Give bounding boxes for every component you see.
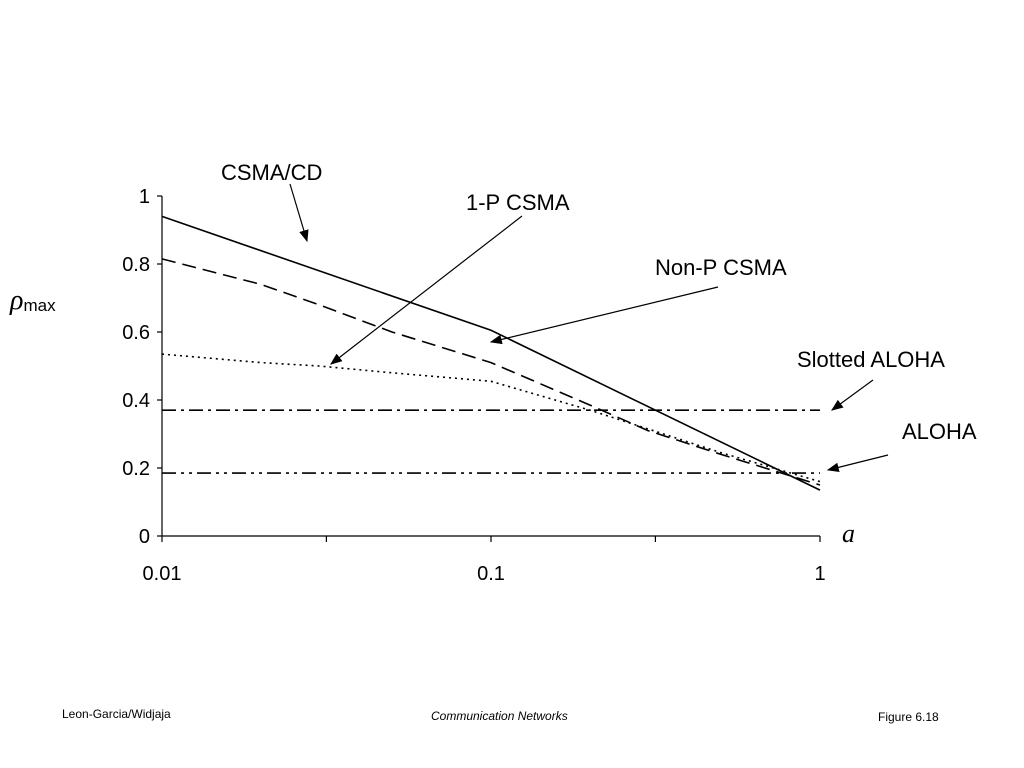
x-ticks: 0.01 0.1 1 <box>143 536 826 585</box>
y-tick-label: 0.4 <box>122 390 150 412</box>
annotation-non-p-csma-arrow <box>489 286 719 345</box>
annotation-csma-cd: CSMA/CD <box>221 160 322 243</box>
y-axis-label-subscript: max <box>23 296 56 315</box>
series-line-non-p-csma <box>161 258 821 486</box>
annotation-slotted-aloha: Slotted ALOHA <box>797 347 945 411</box>
series-line-1-p-csma <box>161 353 821 483</box>
x-tick-label: 0.1 <box>477 563 505 585</box>
y-ticks: 0 0.2 0.4 0.6 0.8 1 <box>122 186 162 548</box>
annotation-csma-cd-label: CSMA/CD <box>221 160 322 185</box>
y-tick-label: 0.8 <box>122 254 150 276</box>
annotation-aloha: ALOHA <box>826 419 977 473</box>
series-line-csma-cd <box>161 215 821 491</box>
x-axis-label: a <box>842 519 855 548</box>
annotation-non-p-csma: Non-P CSMA <box>489 255 787 345</box>
annotation-1p-csma-label: 1-P CSMA <box>466 190 570 215</box>
annotation-1p-csma: 1-P CSMA <box>330 190 570 365</box>
annotation-1p-csma-arrow <box>330 215 523 365</box>
annotation-slotted-aloha-arrow <box>831 379 874 411</box>
footer-author: Leon-Garcia/Widjaja <box>62 707 171 721</box>
y-tick-label: 1 <box>139 186 150 208</box>
annotation-aloha-arrow <box>826 454 889 473</box>
y-axis-label-symbol: ρ <box>9 285 23 316</box>
x-tick-label: 0.01 <box>143 563 182 585</box>
y-axis-label: ρmax <box>9 285 56 316</box>
y-tick-label: 0.2 <box>122 458 150 480</box>
footer-book-title: Communication Networks <box>431 709 568 723</box>
footer-figure-number: Figure 6.18 <box>878 710 939 724</box>
annotation-slotted-aloha-label: Slotted ALOHA <box>797 347 945 372</box>
annotation-non-p-csma-label: Non-P CSMA <box>655 255 787 280</box>
annotation-csma-cd-arrow <box>289 183 309 243</box>
y-tick-label: 0.6 <box>122 322 150 344</box>
series-layer <box>161 215 821 491</box>
x-tick-label: 1 <box>814 563 825 585</box>
y-tick-label: 0 <box>139 526 150 548</box>
annotation-aloha-label: ALOHA <box>902 419 977 444</box>
